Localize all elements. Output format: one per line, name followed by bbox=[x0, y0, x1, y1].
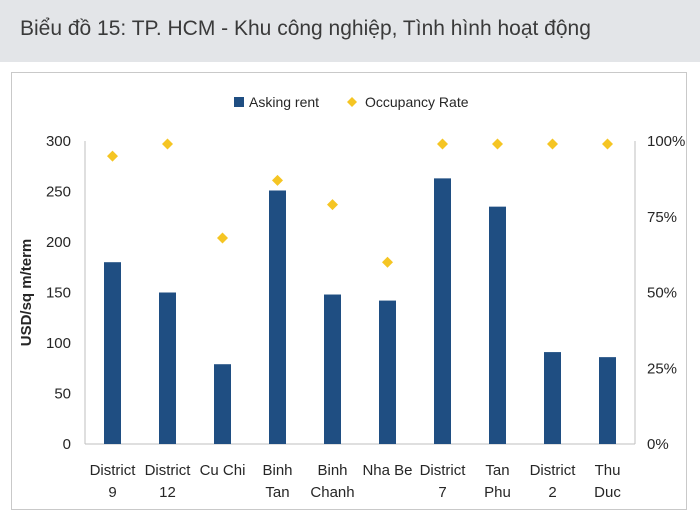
x-tick-label: 7 bbox=[438, 484, 446, 501]
y2-tick-label: 0% bbox=[647, 436, 669, 453]
occupancy-rate-point bbox=[217, 232, 228, 244]
asking-rent-bar bbox=[544, 352, 561, 444]
y2-tick-label: 75% bbox=[647, 209, 677, 226]
y-tick-label: 300 bbox=[46, 133, 71, 150]
y-tick-label: 200 bbox=[46, 234, 71, 251]
x-tick-label: Tan bbox=[265, 484, 289, 501]
asking-rent-bar bbox=[269, 190, 286, 444]
asking-rent-bar bbox=[214, 364, 231, 444]
x-tick-label: District bbox=[90, 462, 137, 479]
x-tick-label: District bbox=[530, 462, 577, 479]
x-tick-label: Duc bbox=[594, 484, 621, 501]
y-tick-label: 150 bbox=[46, 285, 71, 302]
x-tick-label: 12 bbox=[159, 484, 176, 501]
x-tick-label: Cu Chi bbox=[200, 462, 246, 479]
x-tick-label: District bbox=[420, 462, 467, 479]
legend-label-asking-rent: Asking rent bbox=[249, 94, 319, 110]
occupancy-rate-point bbox=[602, 138, 613, 150]
chart-frame bbox=[11, 72, 687, 510]
occupancy-rate-point bbox=[327, 199, 338, 211]
y-tick-label: 50 bbox=[54, 386, 71, 403]
chart-title: Biểu đồ 15: TP. HCM - Khu công nghiệp, T… bbox=[20, 17, 591, 40]
x-tick-label: District bbox=[145, 462, 192, 479]
title-band: Biểu đồ 15: TP. HCM - Khu công nghiệp, T… bbox=[0, 0, 700, 62]
y-tick-label: 100 bbox=[46, 335, 71, 352]
x-tick-label: Chanh bbox=[310, 484, 354, 501]
asking-rent-bar bbox=[434, 178, 451, 444]
x-tick-label: Thu bbox=[595, 462, 621, 479]
occupancy-rate-point bbox=[382, 256, 393, 268]
occupancy-rate-point bbox=[437, 138, 448, 150]
y-tick-label: 0 bbox=[63, 436, 71, 453]
x-tick-label: Nha Be bbox=[362, 462, 412, 479]
occupancy-rate-point bbox=[107, 150, 118, 162]
occupancy-rate-point bbox=[162, 138, 173, 150]
x-tick-label: Binh bbox=[317, 462, 347, 479]
x-tick-label: Binh bbox=[262, 462, 292, 479]
x-tick-label: 2 bbox=[548, 484, 556, 501]
x-tick-label: Phu bbox=[484, 484, 511, 501]
legend-label-occupancy-rate: Occupancy Rate bbox=[365, 94, 469, 110]
y-axis-label: USD/sq m/term bbox=[18, 239, 35, 347]
asking-rent-bar bbox=[324, 294, 341, 444]
asking-rent-bar bbox=[599, 357, 616, 444]
y2-tick-label: 25% bbox=[647, 360, 677, 377]
x-tick-label: Tan bbox=[485, 462, 509, 479]
occupancy-rate-point bbox=[272, 174, 283, 186]
occupancy-rate-point bbox=[547, 138, 558, 150]
occupancy-rate-point bbox=[492, 138, 503, 150]
asking-rent-bar bbox=[159, 292, 176, 444]
asking-rent-bar bbox=[489, 206, 506, 444]
legend-swatch-asking-rent bbox=[234, 97, 244, 107]
x-tick-label: 9 bbox=[108, 484, 116, 501]
asking-rent-bar bbox=[379, 300, 396, 444]
asking-rent-bar bbox=[104, 262, 121, 444]
y-tick-label: 250 bbox=[46, 184, 71, 201]
y2-tick-label: 50% bbox=[647, 285, 677, 302]
legend-swatch-occupancy-rate bbox=[347, 97, 357, 107]
y2-tick-label: 100% bbox=[647, 133, 685, 150]
